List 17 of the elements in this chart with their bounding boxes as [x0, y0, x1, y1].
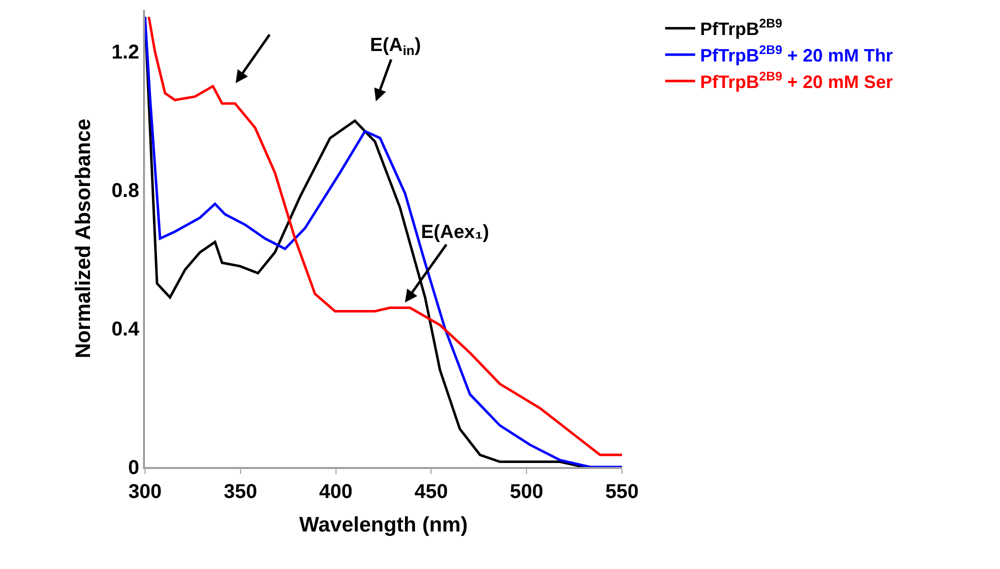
legend-label: PfTrpB$^{2B9}$ + 20 mM Ser	[700, 69, 893, 92]
legend-label: PfTrpB$^{2B9}$	[700, 16, 782, 40]
legend-label: PfTrpB$^{2B9}$ + 20 mM Thr	[700, 43, 893, 66]
x-tick-label: 300	[128, 480, 162, 503]
y-axis-title: Normalized Absorbance	[72, 118, 96, 358]
annotation: E(A$_{in}$)	[370, 35, 421, 58]
x-tick-label: 500	[510, 480, 544, 503]
annotation: E(Aex₁)	[421, 222, 490, 243]
x-tick-label: 350	[224, 480, 258, 503]
x-axis-title: Wavelength (nm)	[299, 513, 468, 536]
y-tick-label: 0.4	[111, 318, 140, 341]
y-tick-label: 0	[128, 457, 140, 479]
y-tick-label: 0.8	[111, 180, 140, 202]
x-tick-label: 400	[319, 480, 352, 503]
y-tick-label: 1.2	[111, 42, 140, 64]
x-tick-label: 450	[414, 480, 448, 503]
x-tick-label: 550	[605, 480, 639, 503]
